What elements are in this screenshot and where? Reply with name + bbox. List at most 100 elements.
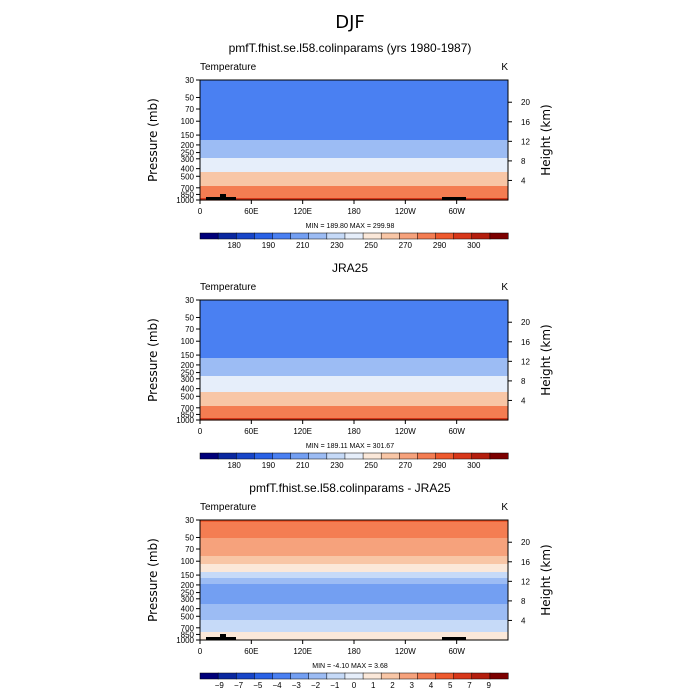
colorbar-swatch [471,452,491,460]
contour-band [200,116,508,119]
colorbar-label: 210 [296,241,310,250]
contour-band [200,530,508,533]
x-tick-label: 180 [347,647,361,656]
contour-band [200,338,508,341]
contour-band [200,408,508,411]
contour-band [200,410,508,413]
colorbar-swatch [380,452,400,460]
contour-band [200,582,508,585]
x-tick-label: 120W [395,647,416,656]
contour-band [200,532,508,535]
y-tick-label: 250 [181,149,195,158]
colorbar-label: 300 [467,241,481,250]
contour-band [200,588,508,591]
contour-band [200,628,508,631]
contour-band [200,164,508,167]
contour-band [200,112,508,115]
contour-band [200,126,508,129]
y-right-tick-label: 8 [521,157,526,166]
y-right-axis-title: Height (km) [539,104,553,175]
x-tick-label: 180 [347,427,361,436]
y-right-tick-label: 20 [521,318,530,327]
contour-band [200,406,508,409]
panel-title: pmfT.fhist.se.l58.colinparams (yrs 1980-… [229,41,472,55]
contour-band [200,418,508,421]
contour-band [200,142,508,145]
panel-title: pmfT.fhist.se.l58.colinparams - JRA25 [249,481,451,495]
contour-band [200,90,508,93]
y-tick-label: 1000 [176,196,194,205]
y-tick-label: 300 [181,155,195,164]
colorbar-swatch [417,452,437,460]
y-tick-label: 50 [185,533,194,542]
contour-band [200,328,508,331]
contour-band [200,396,508,399]
contour-band [200,548,508,551]
y-tick-label: 30 [185,76,194,85]
y-tick-label: 300 [181,595,195,604]
contour-band [200,614,508,617]
colorbar-label: 270 [399,461,413,470]
contour-band [200,386,508,389]
contour-band [200,384,508,387]
colorbar-swatch [326,232,346,240]
contour-band [200,590,508,593]
contour-band [200,300,508,303]
colorbar-label: −5 [253,681,263,690]
x-tick-label: 60E [244,427,258,436]
topography-mark [442,637,466,640]
panel-title: JRA25 [332,261,368,275]
contour-band [200,368,508,371]
contour-band [200,350,508,353]
contour-band [200,586,508,589]
colorbar-label: −1 [330,681,340,690]
y-tick-label: 30 [185,296,194,305]
contour-band [200,620,508,623]
contour-band [200,308,508,311]
y-right-tick-label: 16 [521,338,530,347]
contour-band [200,630,508,633]
contour-band [200,146,508,149]
contour-band [200,610,508,613]
y-right-tick-label: 4 [521,616,526,625]
contour-band [200,534,508,537]
colorbar-swatch [308,232,328,240]
colorbar-label: −4 [272,681,282,690]
y-tick-label: 700 [181,184,195,193]
contour-band [200,326,508,329]
colorbar-label: 190 [262,241,276,250]
contour-band [200,120,508,123]
colorbar-swatch [254,232,274,240]
contour-band [200,362,508,365]
colorbar-swatch [344,672,364,680]
colorbar-label: −7 [234,681,244,690]
colorbar-swatch [254,452,274,460]
contour-band [200,190,508,193]
colorbar-swatch [399,672,418,680]
y-right-tick-label: 8 [521,597,526,606]
colorbar-swatch [399,232,418,240]
x-tick-label: 180 [347,207,361,216]
contour-band [200,170,508,173]
colorbar-swatch [417,672,437,680]
contour-band [200,340,508,343]
colorbar-swatch [453,672,473,680]
colorbar-swatch [308,452,328,460]
colorbar-swatch [272,452,292,460]
units-label: K [501,282,508,293]
contour-band [200,336,508,339]
contour-band [200,570,508,573]
colorbar-swatch [471,232,491,240]
colorbar-swatch [344,452,364,460]
contour-band [200,332,508,335]
contour-band [200,174,508,177]
colorbar-swatch [489,672,509,680]
colorbar-swatch [308,672,328,680]
colorbar-swatch [290,232,310,240]
y-tick-label: 250 [181,369,195,378]
y-right-tick-label: 4 [521,176,526,185]
colorbar-swatch [199,452,219,460]
y-right-tick-label: 20 [521,538,530,547]
contour-band [200,86,508,89]
